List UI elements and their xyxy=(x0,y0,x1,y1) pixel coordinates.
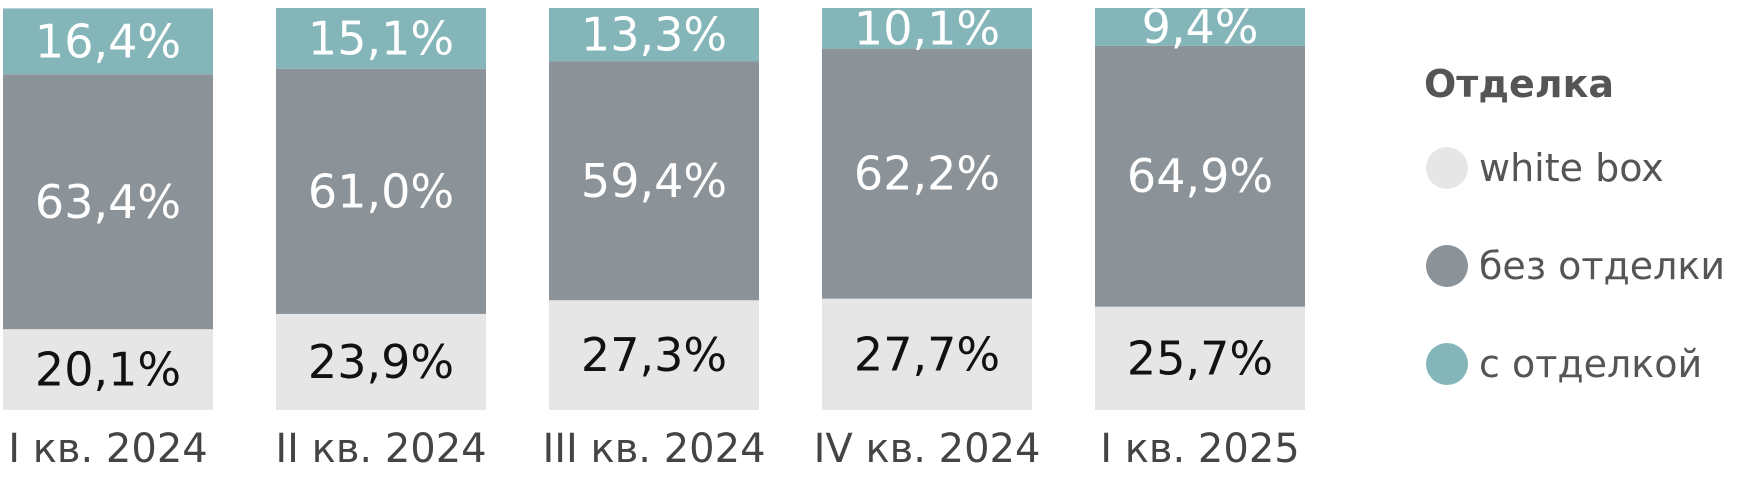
bar-segment-с-отделкой-1 xyxy=(3,8,213,75)
category-label-1: I кв. 2024 xyxy=(8,426,207,472)
data-label-с-отделкой-2: 15,1% xyxy=(308,11,454,65)
legend-items: white box без отделки с отделкой xyxy=(1426,146,1725,386)
data-label-white-box-1: 20,1% xyxy=(35,343,181,397)
bar-segment-без-отделки-1 xyxy=(3,74,213,330)
bars-group xyxy=(3,8,1305,410)
legend-label-с-отделкой: с отделкой xyxy=(1479,342,1702,386)
data-label-white-box-5: 25,7% xyxy=(1127,331,1273,385)
data-label-с-отделкой-1: 16,4% xyxy=(35,14,181,68)
category-label-5: I кв. 2025 xyxy=(1100,426,1299,472)
bar-segment-без-отделки-2 xyxy=(276,68,486,314)
bar-segment-без-отделки-3 xyxy=(549,61,759,301)
data-label-без-отделки-4: 62,2% xyxy=(854,147,1000,201)
legend-swatch-без-отделки xyxy=(1426,245,1468,287)
data-label-без-отделки-3: 59,4% xyxy=(581,154,727,208)
data-label-без-отделки-2: 61,0% xyxy=(308,164,454,218)
data-label-без-отделки-1: 63,4% xyxy=(35,175,181,229)
bar-segment-с-отделкой-3 xyxy=(549,8,759,62)
data-label-без-отделки-5: 64,9% xyxy=(1127,149,1273,203)
data-label-с-отделкой-3: 13,3% xyxy=(581,8,727,62)
segment-labels-group: 20,1% 63,4% 16,4% 23,9% 61,0% 15,1% 27,3% 59,4%… xyxy=(35,0,1273,397)
bar-segment-без-отделки-5 xyxy=(1095,45,1305,307)
legend-label-white-box: white box xyxy=(1479,146,1664,190)
legend-label-без-отделки: без отделки xyxy=(1479,244,1725,288)
data-label-с-отделкой-5: 9,4% xyxy=(1142,0,1259,54)
data-label-white-box-4: 27,7% xyxy=(854,327,1000,381)
legend-title: Отделка xyxy=(1424,62,1614,106)
legend-swatch-white-box xyxy=(1426,147,1468,189)
legend: Отделка white box без отделки с отделкой xyxy=(1424,62,1725,386)
data-label-с-отделкой-4: 10,1% xyxy=(854,1,1000,55)
category-labels-group: I кв. 2024 II кв. 2024 III кв. 2024 IV кв. … xyxy=(8,426,1299,472)
legend-swatch-с-отделкой xyxy=(1426,343,1468,385)
bar-segment-с-отделкой-4 xyxy=(822,8,1032,49)
bar-segment-white-box-1 xyxy=(3,329,213,410)
bar-segment-с-отделкой-5 xyxy=(1095,8,1305,46)
bar-segment-без-отделки-4 xyxy=(822,48,1032,299)
category-label-2: II кв. 2024 xyxy=(275,426,486,472)
bar-segment-с-отделкой-2 xyxy=(276,8,486,69)
bar-segment-white-box-2 xyxy=(276,313,486,410)
data-label-white-box-2: 23,9% xyxy=(308,335,454,389)
category-label-3: III кв. 2024 xyxy=(542,426,765,472)
bar-segment-white-box-3 xyxy=(549,300,759,410)
category-label-4: IV кв. 2024 xyxy=(814,426,1041,472)
data-label-white-box-3: 27,3% xyxy=(581,328,727,382)
bar-segment-white-box-4 xyxy=(822,298,1032,410)
bar-segment-white-box-5 xyxy=(1095,306,1305,410)
